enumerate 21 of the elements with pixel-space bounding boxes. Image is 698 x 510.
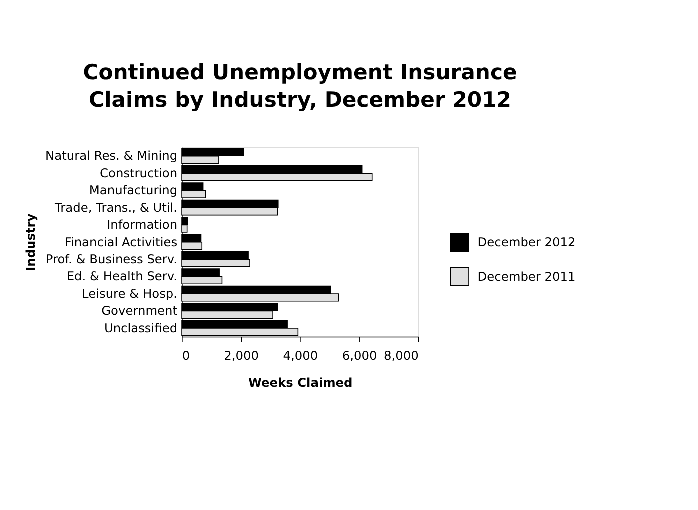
x-tick-label: 8,000: [384, 349, 419, 364]
y-tick-label: Trade, Trans., & Util.: [54, 200, 178, 215]
y-tick-label: Leisure & Hosp.: [82, 286, 178, 301]
y-tick-label: Prof. & Business Serv.: [46, 252, 178, 266]
y-tick-label: Construction: [100, 166, 178, 180]
x-tick-label: 6,000: [342, 349, 378, 364]
legend-label: December 2012: [478, 236, 576, 250]
y-tick-label: Unclassified: [104, 321, 178, 336]
x-tick-label: 2,000: [224, 349, 259, 364]
y-tick-label: Government: [102, 304, 178, 318]
chart-title: Continued Unemployment Insurance Claims by Industry, December 2012: [83, 59, 518, 112]
x-tick-label: 4,000: [283, 349, 318, 364]
x-axis-title: Weeks Claimed: [248, 376, 353, 390]
y-tick-label: Manufacturing: [89, 184, 178, 198]
y-tick-label: Natural Res. & Mining: [46, 149, 178, 164]
y-tick-label: Information: [107, 218, 178, 232]
y-tick-label: Ed. & Health Serv.: [66, 270, 178, 284]
y-axis-title: Industry: [24, 214, 38, 272]
legend-label: December 2011: [478, 270, 576, 284]
y-tick-label: Financial Activities: [64, 235, 178, 250]
x-tick-label: 0: [182, 349, 190, 364]
